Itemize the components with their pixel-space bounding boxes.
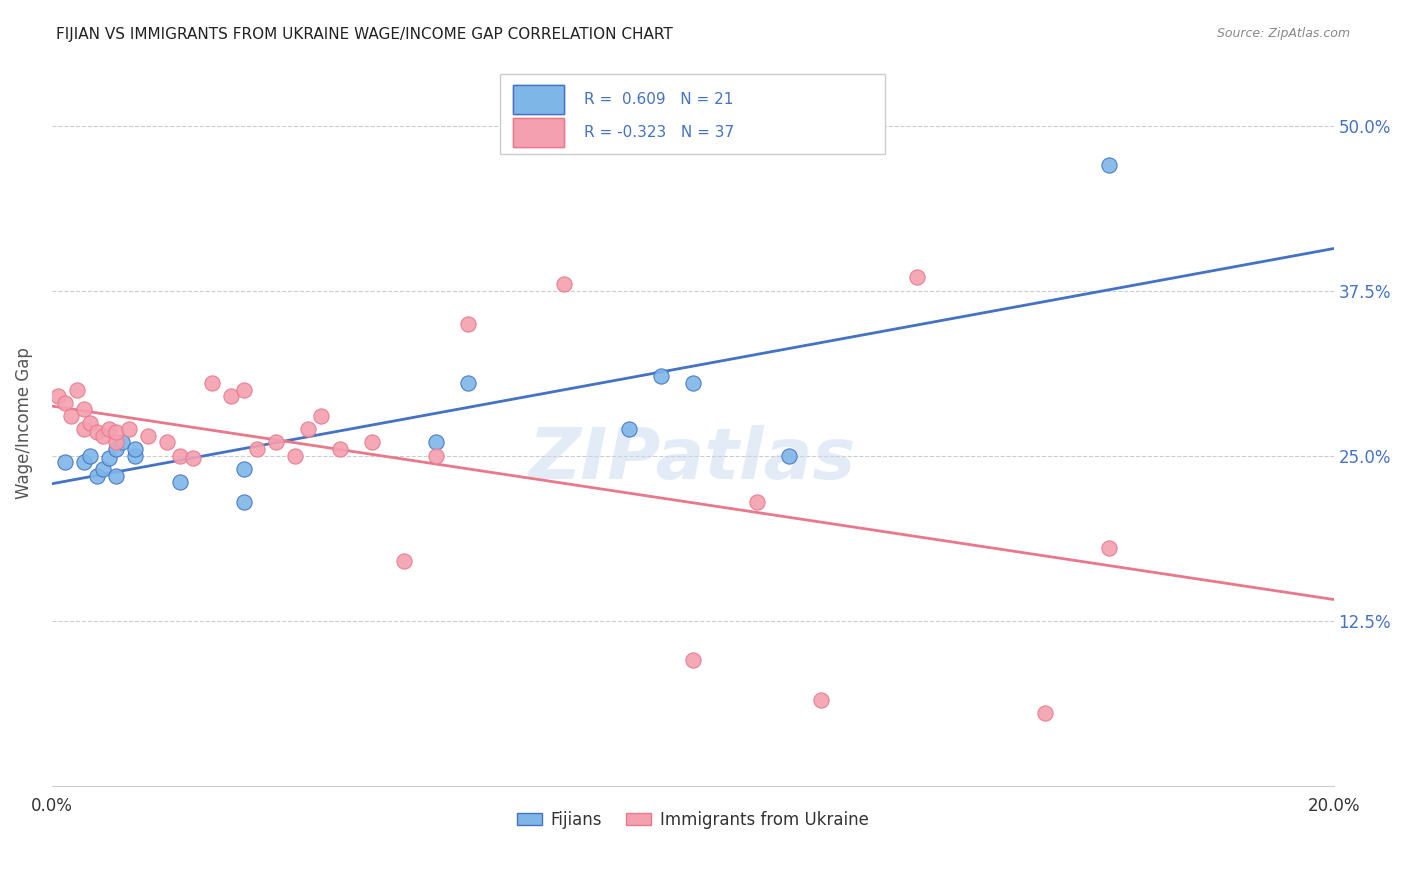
Point bbox=[682, 376, 704, 390]
Point bbox=[53, 455, 76, 469]
Point bbox=[233, 383, 256, 397]
Point bbox=[98, 451, 121, 466]
FancyBboxPatch shape bbox=[513, 85, 564, 114]
Point bbox=[46, 389, 69, 403]
Point bbox=[79, 416, 101, 430]
Point bbox=[66, 383, 89, 397]
Point bbox=[810, 693, 832, 707]
Point bbox=[682, 653, 704, 667]
Point bbox=[201, 376, 224, 390]
Point bbox=[425, 435, 447, 450]
Point bbox=[394, 554, 416, 568]
Point bbox=[86, 425, 108, 439]
Text: ZIPatlas: ZIPatlas bbox=[529, 425, 856, 493]
Point bbox=[111, 435, 134, 450]
Point bbox=[104, 442, 127, 456]
Point bbox=[91, 462, 114, 476]
Point bbox=[233, 495, 256, 509]
Point bbox=[650, 369, 672, 384]
Point bbox=[778, 449, 800, 463]
Text: R =  0.609   N = 21: R = 0.609 N = 21 bbox=[583, 92, 733, 107]
Point bbox=[264, 435, 287, 450]
Point bbox=[98, 422, 121, 436]
Point bbox=[124, 449, 146, 463]
Text: Source: ZipAtlas.com: Source: ZipAtlas.com bbox=[1216, 27, 1350, 40]
Point bbox=[79, 449, 101, 463]
Point bbox=[91, 429, 114, 443]
Point bbox=[617, 422, 640, 436]
Text: R = -0.323   N = 37: R = -0.323 N = 37 bbox=[583, 125, 734, 140]
Point bbox=[181, 451, 204, 466]
Point bbox=[425, 449, 447, 463]
Text: FIJIAN VS IMMIGRANTS FROM UKRAINE WAGE/INCOME GAP CORRELATION CHART: FIJIAN VS IMMIGRANTS FROM UKRAINE WAGE/I… bbox=[56, 27, 673, 42]
Point bbox=[457, 376, 479, 390]
Point bbox=[169, 449, 191, 463]
Point bbox=[905, 270, 928, 285]
Point bbox=[309, 409, 332, 423]
Point bbox=[124, 442, 146, 456]
Point bbox=[329, 442, 352, 456]
Point bbox=[104, 435, 127, 450]
Point bbox=[745, 495, 768, 509]
Point bbox=[73, 402, 96, 417]
Point bbox=[553, 277, 575, 291]
Point bbox=[136, 429, 159, 443]
Point bbox=[104, 425, 127, 439]
Point bbox=[73, 455, 96, 469]
Point bbox=[156, 435, 179, 450]
Point bbox=[53, 396, 76, 410]
Point bbox=[1033, 706, 1056, 721]
Point bbox=[118, 422, 141, 436]
Point bbox=[1098, 541, 1121, 555]
FancyBboxPatch shape bbox=[501, 74, 884, 154]
FancyBboxPatch shape bbox=[513, 118, 564, 147]
Point bbox=[246, 442, 269, 456]
Point bbox=[233, 462, 256, 476]
Y-axis label: Wage/Income Gap: Wage/Income Gap bbox=[15, 347, 32, 499]
Point bbox=[86, 468, 108, 483]
Point bbox=[73, 422, 96, 436]
Point bbox=[219, 389, 242, 403]
Point bbox=[297, 422, 319, 436]
Point bbox=[1098, 158, 1121, 172]
Point bbox=[104, 468, 127, 483]
Point bbox=[361, 435, 384, 450]
Point bbox=[59, 409, 82, 423]
Point bbox=[284, 449, 307, 463]
Point bbox=[457, 317, 479, 331]
Point bbox=[169, 475, 191, 489]
Legend: Fijians, Immigrants from Ukraine: Fijians, Immigrants from Ukraine bbox=[510, 805, 876, 836]
